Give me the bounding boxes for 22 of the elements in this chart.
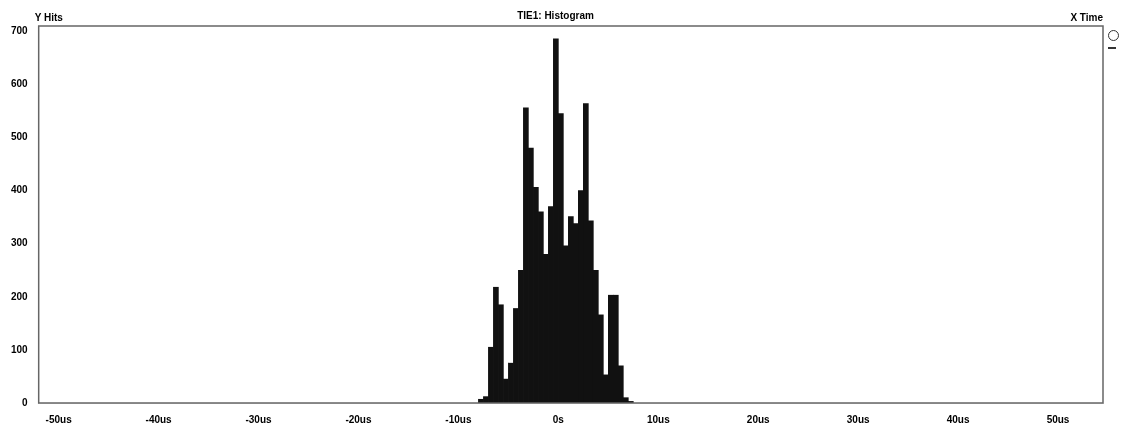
x-tick-label: -40us (145, 413, 173, 425)
y-tick-label: 100 (11, 343, 29, 355)
x-tick-label: -50us (45, 413, 73, 425)
x-tick-label: 30us (846, 413, 870, 425)
x-tick-label: 20us (746, 413, 771, 425)
chart-title: TIE1: Histogram (517, 9, 594, 21)
x-tick-label: 40us (946, 413, 970, 425)
y-tick-label: 700 (11, 25, 29, 37)
x-tick-label: 10us (646, 413, 671, 425)
x-tick-label: 50us (1046, 413, 1070, 425)
x-tick-label: -10us (445, 413, 472, 425)
y-axis-title: Y Hits (34, 11, 64, 23)
y-tick-label: 400 (11, 184, 29, 196)
x-axis-title: X Time (1070, 11, 1104, 23)
y-tick-label: 0 (22, 396, 29, 408)
x-tick-label: -30us (245, 413, 273, 425)
y-tick-label: 200 (11, 290, 29, 302)
y-tick-label: 500 (11, 131, 29, 143)
y-tick-label: 600 (11, 78, 29, 90)
y-tick-label: 300 (11, 237, 29, 249)
x-tick-label: -20us (345, 413, 372, 425)
x-tick-label: 0s (552, 413, 565, 425)
